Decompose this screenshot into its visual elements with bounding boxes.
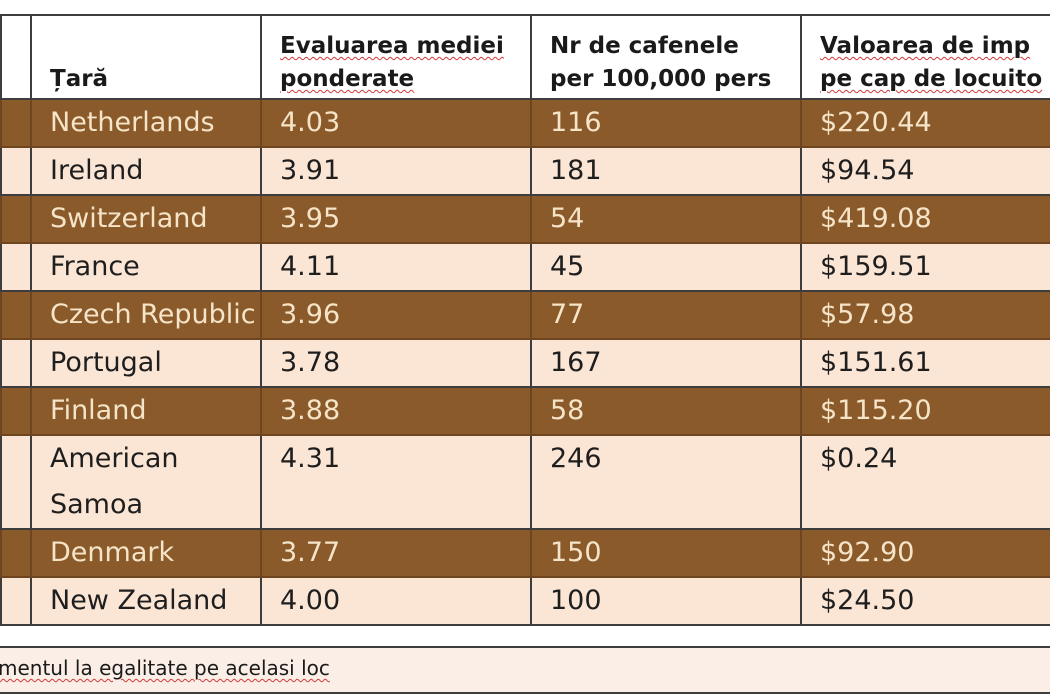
row-index-cell [0,290,32,340]
header-rating: Evaluarea mediei ponderate [260,14,532,100]
row-index-cell [0,386,32,436]
table-header-row: Țară Evaluarea mediei ponderate Nr de caf… [0,14,1050,100]
row-index-cell [0,576,32,626]
table-row: Denmark 3.77 150 $92.90 [0,528,1050,578]
cell-country: Finland [30,386,262,436]
row-index-cell [0,434,32,530]
header-imports: Valoarea de imp pe cap de locuito [800,14,1050,100]
cell-country: Czech Republic [30,290,262,340]
cell-country: Ireland [30,146,262,196]
cell-cafes: 100 [530,576,802,626]
footnote-text: mentul la egalitate pe acelasi loc [0,656,330,680]
cell-country: Switzerland [30,194,262,244]
cell-country: Denmark [30,528,262,578]
table-row: American Samoa 4.31 246 $0.24 [0,434,1050,530]
table-row: Finland 3.88 58 $115.20 [0,386,1050,436]
cell-imports: $94.54 [800,146,1050,196]
row-index-cell [0,146,32,196]
cell-imports: $115.20 [800,386,1050,436]
cell-cafes: 77 [530,290,802,340]
table-footnote: mentul la egalitate pe acelasi loc [0,646,1050,694]
cell-rating: 4.11 [260,242,532,292]
row-index-cell [0,338,32,388]
table-row: Portugal 3.78 167 $151.61 [0,338,1050,388]
cell-rating: 3.77 [260,528,532,578]
cell-imports: $57.98 [800,290,1050,340]
cell-country: Portugal [30,338,262,388]
cell-imports: $419.08 [800,194,1050,244]
cell-country: New Zealand [30,576,262,626]
cell-rating: 3.91 [260,146,532,196]
cell-imports: $159.51 [800,242,1050,292]
cell-country: American Samoa [30,434,262,530]
cell-cafes: 45 [530,242,802,292]
header-cafes: Nr de cafenele per 100,000 pers [530,14,802,100]
cell-rating: 4.00 [260,576,532,626]
table-row: France 4.11 45 $159.51 [0,242,1050,292]
table-row: Ireland 3.91 181 $94.54 [0,146,1050,196]
header-country: Țară [30,14,262,100]
cell-imports: $0.24 [800,434,1050,530]
coffee-table-container: Țară Evaluarea mediei ponderate Nr de caf… [0,14,1050,626]
cell-cafes: 181 [530,146,802,196]
table-row: Czech Republic 3.96 77 $57.98 [0,290,1050,340]
cell-cafes: 150 [530,528,802,578]
cell-rating: 3.95 [260,194,532,244]
cell-cafes: 58 [530,386,802,436]
table-row: New Zealand 4.00 100 $24.50 [0,576,1050,626]
cell-imports: $220.44 [800,98,1050,148]
header-index-cell [0,14,32,100]
cell-imports: $24.50 [800,576,1050,626]
cell-country: France [30,242,262,292]
cell-cafes: 54 [530,194,802,244]
coffee-ranking-table: Țară Evaluarea mediei ponderate Nr de caf… [0,14,1050,626]
row-index-cell [0,242,32,292]
row-index-cell [0,194,32,244]
table-row: Netherlands 4.03 116 $220.44 [0,98,1050,148]
cell-imports: $151.61 [800,338,1050,388]
cell-rating: 4.03 [260,98,532,148]
cell-country: Netherlands [30,98,262,148]
cell-rating: 3.78 [260,338,532,388]
cell-cafes: 167 [530,338,802,388]
cell-cafes: 116 [530,98,802,148]
table-row: Switzerland 3.95 54 $419.08 [0,194,1050,244]
row-index-cell [0,98,32,148]
row-index-cell [0,528,32,578]
cell-imports: $92.90 [800,528,1050,578]
cell-rating: 4.31 [260,434,532,530]
cell-rating: 3.88 [260,386,532,436]
cell-cafes: 246 [530,434,802,530]
cell-rating: 3.96 [260,290,532,340]
